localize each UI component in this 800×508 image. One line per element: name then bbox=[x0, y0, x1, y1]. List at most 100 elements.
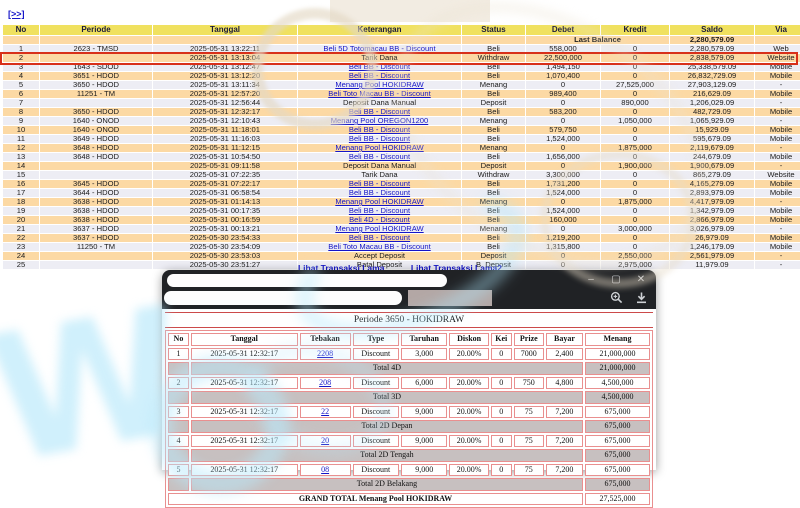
keterangan-link[interactable]: Menang Pool HOKIDRAW bbox=[335, 225, 424, 233]
cell-debet: 0 bbox=[526, 117, 600, 125]
bet-bayar: 4,800 bbox=[545, 376, 583, 389]
bet-type: Discount bbox=[352, 376, 400, 389]
lihat-transaksi-lama-link[interactable]: Lihat Transaksi Lama bbox=[297, 263, 385, 273]
keterangan-link[interactable]: Beli 4D - Discount bbox=[349, 216, 410, 224]
cell-keterangan: Beli 4D - Discount bbox=[298, 216, 461, 224]
cell-status: Beli bbox=[462, 90, 525, 98]
download-icon[interactable] bbox=[635, 291, 648, 304]
keterangan-link[interactable]: Beli BB - Discount bbox=[348, 72, 411, 80]
cell-debet: 160,000 bbox=[526, 216, 600, 224]
keterangan-link[interactable]: Menang Pool HOKIDRAW bbox=[335, 198, 424, 206]
cell-periode: 1643 - SDOD bbox=[40, 63, 152, 71]
table-row: 22 3637 - HDOD 2025-05-30 23:54:33 Beli BB … bbox=[3, 234, 800, 242]
cell-periode: 3650 - HDOD bbox=[40, 108, 152, 116]
cell-no: 1 bbox=[3, 45, 39, 53]
cell-debet: 0 bbox=[526, 252, 600, 260]
keterangan-link[interactable]: Menang Pool OREGON1200 bbox=[330, 117, 429, 125]
cell-via: Mobile bbox=[755, 126, 800, 134]
keterangan-link[interactable]: Beli BB - Discount bbox=[348, 108, 411, 116]
keterangan-link[interactable]: Beli BB - Discount bbox=[348, 153, 411, 161]
zoom-icon[interactable] bbox=[610, 291, 623, 304]
cell-tanggal: 2025-05-30 23:53:03 bbox=[153, 252, 297, 260]
tebakan-link[interactable]: 20 bbox=[321, 435, 330, 445]
keterangan-link[interactable]: Menang Pool HOKIDRAW bbox=[335, 144, 424, 152]
cell-periode: 3648 - HDOD bbox=[40, 153, 152, 161]
grand-total-value: 27,525,000 bbox=[584, 492, 650, 505]
cell-tanggal: 2025-05-31 11:18:01 bbox=[153, 126, 297, 134]
table-row: 9 1640 - ONOD 2025-05-31 12:10:43 Menang Po… bbox=[3, 117, 800, 125]
keterangan-link[interactable]: Beli BB - Discount bbox=[348, 180, 411, 188]
cell-tanggal: 2025-05-31 12:57:20 bbox=[153, 90, 297, 98]
cell-via: Web bbox=[755, 45, 800, 53]
keterangan-link[interactable]: Beli BB - Discount bbox=[348, 126, 411, 134]
close-button[interactable]: ✕ bbox=[636, 274, 646, 285]
total-empty-cell bbox=[168, 420, 189, 433]
keterangan-link[interactable]: Beli BB - Discount bbox=[348, 189, 411, 197]
keterangan-link[interactable]: Beli BB - Discount bbox=[348, 135, 411, 143]
col-header-tanggal: Tanggal bbox=[153, 25, 297, 35]
table-row: 1 2623 - TMSD 2025-05-31 13:22:11 Beli 5D T… bbox=[3, 45, 800, 53]
cell-debet: 0 bbox=[526, 198, 600, 206]
cell-no: 23 bbox=[3, 243, 39, 251]
tebakan-link[interactable]: 208 bbox=[319, 377, 332, 387]
lihat-transaksi-lama2-link[interactable]: Lihat Transaksi Lama2 bbox=[410, 263, 502, 273]
cell-via: - bbox=[755, 81, 800, 89]
bet-menang: 675,000 bbox=[584, 434, 650, 447]
keterangan-link[interactable]: Beli BB - Discount bbox=[348, 207, 411, 215]
tebakan-link[interactable]: 22 bbox=[321, 406, 330, 416]
cell-via: Website bbox=[755, 54, 800, 62]
keterangan-link[interactable]: Beli 5D Totomacau BB - Discount bbox=[323, 45, 436, 53]
bet-menang: 4,500,000 bbox=[584, 376, 650, 389]
table-row: 25 2025-05-30 23:51:27 Batal Deposit B. Dep… bbox=[3, 261, 800, 269]
keterangan-link[interactable]: Beli Toto Macau BB - Discount bbox=[328, 243, 431, 251]
tebakan-link[interactable]: 2208 bbox=[317, 348, 334, 358]
table-row: 8 3650 - HDOD 2025-05-31 12:32:17 Beli BB -… bbox=[3, 108, 800, 116]
bet-diskon: 20.00% bbox=[449, 376, 489, 389]
cell-saldo: 25,338,579.09 bbox=[670, 63, 754, 71]
tebakan-link[interactable]: 08 bbox=[321, 464, 330, 474]
bet-prize: 75 bbox=[513, 405, 544, 418]
keterangan-link[interactable]: Menang Pool HOKIDRAW bbox=[335, 81, 424, 89]
cell-no: 8 bbox=[3, 108, 39, 116]
total-label: Total 4D bbox=[190, 362, 583, 375]
total-row: Total 2D Depan 675,000 bbox=[168, 420, 650, 433]
minimize-button[interactable]: – bbox=[588, 274, 594, 285]
table-row: 11 3649 - HDOD 2025-05-31 11:16:03 Beli BB … bbox=[3, 135, 800, 143]
cell-no: 17 bbox=[3, 189, 39, 197]
cell-periode: 1640 - ONOD bbox=[40, 117, 152, 125]
maximize-button[interactable]: ▢ bbox=[611, 274, 621, 285]
popup-content: Periode 3650 - HOKIDRAW No Tanggal Tebak… bbox=[162, 309, 656, 508]
cell-no: 13 bbox=[3, 153, 39, 161]
cell-keterangan: Tarik Dana bbox=[298, 171, 461, 179]
bet-tebakan: 2208 bbox=[299, 347, 351, 360]
table-row: 15 2025-05-31 07:22:35 Tarik Dana Withdraw 3… bbox=[3, 171, 800, 179]
cell-no: 19 bbox=[3, 207, 39, 215]
cell-periode: 11250 - TM bbox=[40, 243, 152, 251]
bet-no: 1 bbox=[168, 347, 189, 360]
cell-no: 24 bbox=[3, 252, 39, 260]
next-page-link[interactable]: [>>] bbox=[8, 9, 25, 19]
cell-debet: 0 bbox=[526, 144, 600, 152]
cell-keterangan: Beli Toto Macau BB - Discount bbox=[298, 90, 461, 98]
total-label: Total 2D Tengah bbox=[190, 449, 583, 462]
last-balance-label: Last Balance bbox=[526, 36, 669, 44]
keterangan-link[interactable]: Beli BB - Discount bbox=[348, 234, 411, 242]
bet-menang: 21,000,000 bbox=[584, 347, 650, 360]
browser-tab-pill[interactable] bbox=[167, 274, 447, 287]
keterangan-link[interactable]: Beli BB - Discount bbox=[348, 63, 411, 71]
bet-tanggal: 2025-05-31 12:32:17 bbox=[190, 347, 298, 360]
cell-keterangan: Beli BB - Discount bbox=[298, 135, 461, 143]
cell-no: 3 bbox=[3, 63, 39, 71]
address-bar[interactable] bbox=[164, 291, 402, 305]
cell-kredit: 890,000 bbox=[601, 99, 669, 107]
table-row: 3 1643 - SDOD 2025-05-31 13:12:47 Beli BB -… bbox=[3, 63, 800, 71]
total-row: Total 2D Belakang 675,000 bbox=[168, 478, 650, 491]
bet-prize: 75 bbox=[513, 434, 544, 447]
cell-keterangan: Deposit Dana Manual bbox=[298, 162, 461, 170]
keterangan-link[interactable]: Beli Toto Macau BB - Discount bbox=[328, 90, 431, 98]
cell-kredit: 0 bbox=[601, 135, 669, 143]
cell-via: - bbox=[755, 225, 800, 233]
cell-via: Mobile bbox=[755, 243, 800, 251]
cell-no: 20 bbox=[3, 216, 39, 224]
cell-kredit: 0 bbox=[601, 234, 669, 242]
